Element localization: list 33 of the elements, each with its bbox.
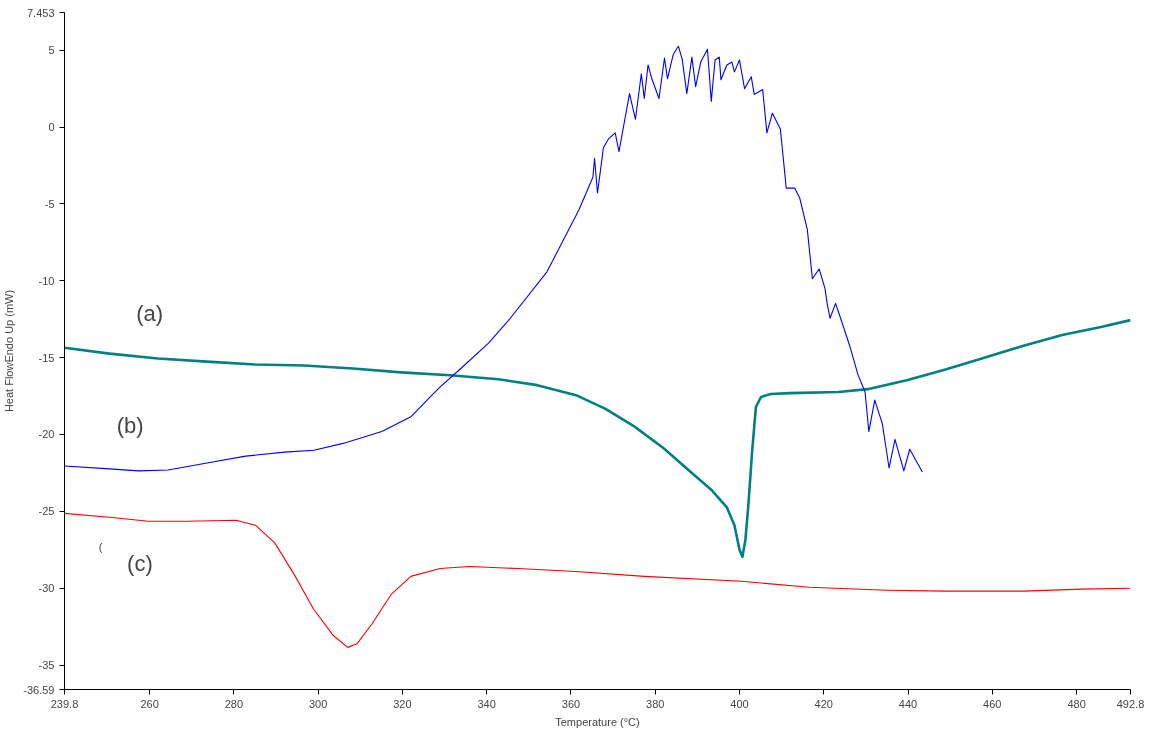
series-label: (a) bbox=[136, 301, 164, 327]
y-tick-label: -36.59 bbox=[23, 683, 55, 696]
y-tick-label: -30 bbox=[38, 582, 55, 595]
line-series bbox=[64, 45, 923, 473]
x-tick-label: 440 bbox=[898, 697, 918, 710]
y-axis-title: Heat FlowEndo Up (mW) bbox=[3, 289, 16, 413]
x-tick-label: 492.8 bbox=[1116, 697, 1145, 710]
x-tick-label: 239.8 bbox=[50, 697, 79, 710]
annotation: ( bbox=[98, 541, 103, 554]
x-tick-label: 320 bbox=[393, 697, 412, 710]
y-tick-label: -15 bbox=[38, 351, 55, 364]
y-tick-label: -5 bbox=[44, 197, 55, 210]
y-tick-label: 7.453 bbox=[26, 6, 55, 19]
x-tick-label: 360 bbox=[561, 697, 581, 710]
series-label: (b) bbox=[116, 413, 144, 439]
series-label: (c) bbox=[127, 550, 153, 576]
x-tick-label: 280 bbox=[224, 697, 244, 710]
y-tick-label: -20 bbox=[38, 428, 55, 441]
y-tick-label: -10 bbox=[38, 274, 55, 287]
x-tick-label: 260 bbox=[140, 697, 159, 710]
x-axis-title: Temperature (°C) bbox=[555, 715, 640, 728]
y-tick-label: -35 bbox=[38, 659, 55, 672]
x-tick-label: 400 bbox=[730, 697, 749, 710]
x-tick-label: 420 bbox=[814, 697, 833, 710]
y-tick-label: 5 bbox=[48, 44, 55, 57]
y-tick-label: 0 bbox=[48, 121, 55, 134]
x-tick-label: 460 bbox=[983, 697, 1002, 710]
x-tick-label: 300 bbox=[308, 697, 328, 710]
x-tick-label: 380 bbox=[646, 697, 665, 710]
x-tick-label: 340 bbox=[477, 697, 496, 710]
line-series bbox=[64, 512, 1131, 648]
x-tick-label: 480 bbox=[1067, 697, 1086, 710]
y-tick-label: -25 bbox=[38, 505, 55, 518]
